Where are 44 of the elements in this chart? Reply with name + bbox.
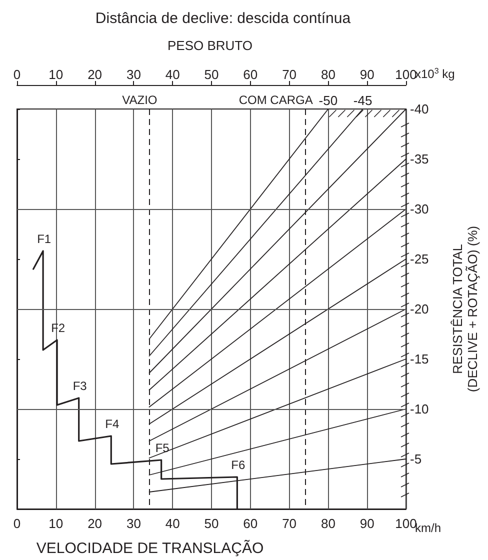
x-tick-label: 50 [204, 516, 219, 531]
chart-title: Distância de declive: descida contínua [95, 10, 352, 27]
annotation: F6 [231, 458, 246, 472]
y-tick-label: -35 [410, 152, 429, 166]
x2-tick-label: 80 [320, 67, 336, 82]
text: km/h [415, 521, 442, 535]
x-tick-label: 0 [13, 516, 21, 531]
x2-tick-label: 50 [204, 67, 219, 82]
x2-tick-label: 60 [243, 67, 258, 82]
y-axis-title: RESISTÊNCIA TOTAL (DECLIVE + ROTAÇÃO) (%) [450, 226, 480, 392]
annotation: F4 [105, 417, 120, 431]
y-tick-label: -10 [410, 402, 429, 416]
ref-line-label: VAZIO [122, 93, 158, 107]
x-tick-label: 60 [243, 516, 258, 531]
y-tick-label: -15 [410, 352, 429, 366]
x-tick-label: 70 [282, 516, 297, 531]
x2-tick-label: 100 [395, 67, 417, 82]
x2-tick-label: 0 [13, 67, 21, 82]
series-label: -45 [353, 93, 372, 108]
series-label: -50 [318, 93, 338, 108]
x2-tick-label: 70 [282, 67, 297, 82]
x2-tick-label: 30 [126, 67, 141, 82]
x-tick-label: 80 [320, 516, 336, 531]
x2-tick-label: 90 [360, 67, 374, 82]
annotation: F5 [155, 441, 170, 455]
annotation: F3 [72, 379, 88, 393]
x2-axis-title: PESO BRUTO [167, 38, 253, 53]
x2-tick-label: 10 [48, 67, 64, 82]
x-axis-title: VELOCIDADE DE TRANSLAÇÃO [36, 539, 264, 557]
annotation: F1 [37, 232, 52, 246]
x-tick-label: 100 [395, 516, 417, 531]
y-tick-label: -5 [410, 452, 422, 466]
y-tick-label: -20 [410, 302, 429, 316]
x-tick-label: 10 [48, 516, 64, 531]
y-tick-label: -40 [410, 102, 429, 116]
ref-line-label: COM CARGA [238, 93, 313, 107]
x-tick-label: 30 [126, 516, 141, 531]
y-tick-label: -30 [410, 202, 429, 216]
y-tick-label: -25 [410, 252, 429, 266]
x-tick-label: 20 [88, 516, 102, 531]
x-tick-label: 40 [165, 516, 180, 531]
x-tick-label: 90 [360, 516, 374, 531]
x2-tick-label: 40 [165, 67, 180, 82]
x2-tick-label: 20 [88, 67, 102, 82]
